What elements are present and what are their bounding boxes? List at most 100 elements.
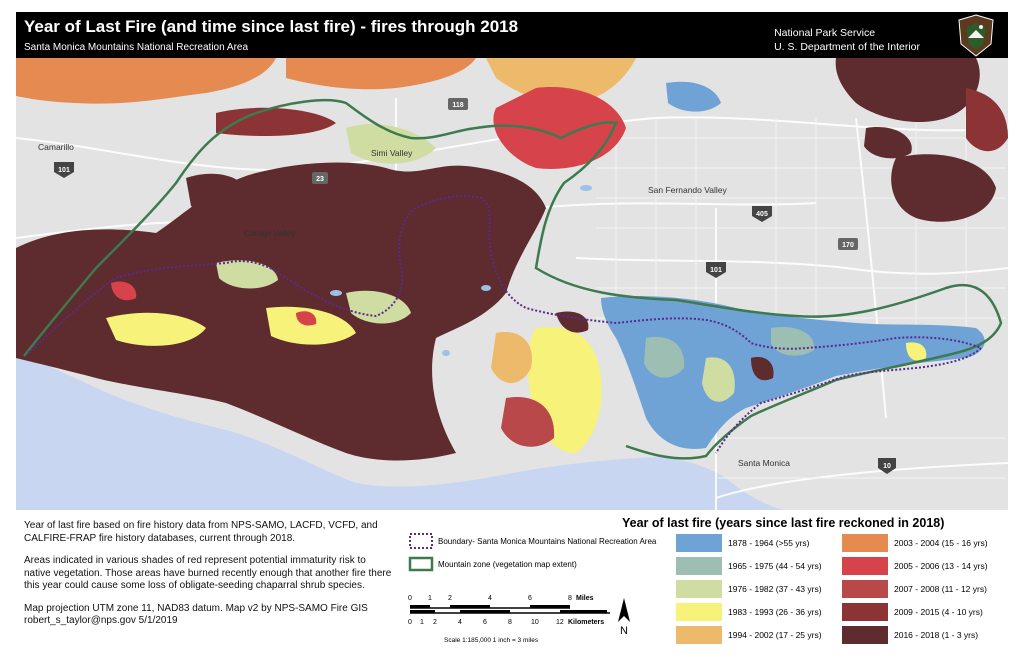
burn-1994-2002-north	[486, 58, 636, 104]
highway-101-east-label: 101	[710, 267, 722, 274]
fire-legend-label: 2016 - 2018 (1 - 3 yrs)	[894, 630, 979, 640]
label-camarillo: Camarillo	[38, 142, 74, 152]
note-data-sources: Year of last fire based on fire history …	[24, 520, 378, 544]
km-unit: Kilometers	[568, 619, 604, 626]
burn-1983-1993-east	[906, 342, 927, 361]
burn-2007-2008-center	[501, 397, 555, 447]
map-header: Year of Last Fire (and time since last f…	[16, 12, 1008, 58]
fire-legend-item: 2003 - 2004 (15 - 16 yrs)	[842, 534, 988, 552]
highway-118-shield: 118	[448, 98, 468, 110]
highway-10-shield: 10	[878, 458, 896, 474]
burn-1965-1975-east	[644, 336, 685, 378]
km-tick-1: 1	[420, 619, 424, 626]
label-simi-valley: Simi Valley	[371, 148, 413, 158]
agency-line-2: U. S. Department of the Interior	[774, 41, 920, 53]
fire-legend-label: 1994 - 2002 (17 - 25 yrs)	[728, 630, 822, 640]
scale-bar: 0 1 2 4 6 8 Miles 0 1 2 4 6 8 10 12 Kilo…	[408, 595, 630, 644]
fire-legend-item: 1965 - 1975 (44 - 54 yrs)	[676, 557, 822, 575]
burn-1878-1964-northeast	[666, 81, 721, 112]
fire-legend-item: 2009 - 2015 (4 - 10 yrs)	[842, 603, 983, 621]
scale-ratio: Scale 1:185,000 1 inch = 3 miles	[444, 637, 539, 644]
burn-1983-1993-west	[106, 312, 206, 346]
fire-legend-label: 2005 - 2006 (13 - 14 yrs)	[894, 561, 988, 571]
north-arrow-icon	[618, 598, 630, 622]
miles-unit: Miles	[576, 595, 594, 602]
fire-legend-swatch	[842, 626, 888, 644]
fire-legend-swatch	[842, 534, 888, 552]
km-tick-10: 10	[531, 619, 539, 626]
agency-text: National Park Service U. S. Department o…	[774, 26, 920, 54]
highway-405-label: 405	[756, 211, 768, 218]
km-tick-6: 6	[483, 619, 487, 626]
burn-1976-1982-east	[702, 357, 735, 402]
fire-legend-item: 1878 - 1964 (>55 yrs)	[676, 534, 810, 552]
fire-legend-title: Year of last fire (years since last fire…	[622, 516, 945, 530]
legend-mountain-label: Mountain zone (vegetation map extent)	[438, 559, 577, 569]
fire-map[interactable]: Simi Valley Camarillo Conejo Valley San …	[16, 58, 1008, 510]
nps-arrowhead-logo	[958, 14, 994, 57]
label-santa-monica: Santa Monica	[738, 458, 790, 468]
burn-1976-1982-center	[346, 290, 411, 324]
fire-legend-swatch	[676, 626, 722, 644]
burn-1983-1993-mid	[266, 306, 356, 345]
mountain-zone-swatch	[408, 556, 434, 572]
burn-2016-2018-east	[891, 154, 996, 222]
mile-tick-4: 4	[488, 595, 492, 602]
highway-101-west-label: 101	[58, 167, 70, 174]
fire-legend-swatch	[676, 580, 722, 598]
fire-legend-swatch	[842, 603, 888, 621]
highway-118-label: 118	[452, 102, 463, 109]
lake-1	[330, 290, 342, 296]
legend-boundary-label: Boundary- Santa Monica Mountains Nationa…	[438, 536, 657, 546]
burn-2003-2004-north-b	[286, 58, 476, 90]
fire-legend-label: 2003 - 2004 (15 - 16 yrs)	[894, 538, 988, 548]
burn-1976-1982-simi	[346, 124, 436, 164]
burn-2016-2018-east-small	[751, 357, 774, 381]
highway-170-label: 170	[842, 242, 854, 249]
km-tick-8: 8	[508, 619, 512, 626]
mile-tick-2: 2	[448, 595, 452, 602]
highway-23-shield: 23	[312, 172, 328, 184]
fire-legend-swatch	[842, 580, 888, 598]
burn-1878-1964-east	[601, 296, 985, 449]
highway-23-label: 23	[316, 176, 324, 183]
fire-legend-item: 2016 - 2018 (1 - 3 yrs)	[842, 626, 978, 644]
mile-tick-0: 0	[408, 595, 412, 602]
note-contact: robert_s_taylor@nps.gov 5/1/2019	[24, 615, 178, 626]
km-tick-0: 0	[408, 619, 412, 626]
burn-2009-2015-north	[216, 107, 336, 136]
boundary-swatch	[409, 533, 433, 549]
highway-170-shield: 170	[838, 238, 858, 250]
km-tick-12: 12	[556, 619, 564, 626]
burn-2005-2006-north	[493, 87, 626, 169]
legend-panel: Year of last fire based on fire history …	[16, 510, 1008, 655]
mile-tick-8: 8	[568, 595, 572, 602]
lake-3	[442, 350, 450, 356]
burn-1994-2002-center	[491, 332, 532, 383]
burn-2009-2015-northeast	[966, 88, 1008, 152]
highway-101-east-shield: 101	[706, 262, 726, 278]
burn-2005-2006-west	[111, 281, 137, 301]
lake-2	[481, 285, 491, 291]
mile-tick-1: 1	[428, 595, 432, 602]
burn-2016-2018-conejo	[316, 204, 381, 251]
burn-2016-2018-northeast	[835, 58, 980, 123]
map-title: Year of Last Fire (and time since last f…	[24, 17, 519, 36]
fire-legend-item: 2007 - 2008 (11 - 12 yrs)	[842, 580, 987, 598]
map-notes: Year of last fire based on fire history …	[24, 520, 394, 628]
mountain-zone-outline	[23, 98, 1003, 460]
label-conejo-valley: Conejo Valley	[244, 228, 297, 238]
fire-legend-label: 2007 - 2008 (11 - 12 yrs)	[894, 584, 987, 594]
lake-4	[580, 185, 592, 191]
fire-legend-label: 1878 - 1964 (>55 yrs)	[728, 538, 810, 548]
map-subtitle: Santa Monica Mountains National Recreati…	[24, 42, 249, 53]
ocean	[16, 356, 786, 510]
burn-2016-2018-east-b	[864, 127, 912, 159]
fire-legend-swatch	[676, 534, 722, 552]
highway-101-west-shield: 101	[54, 162, 74, 178]
note-immaturity-risk: Areas indicated in various shades of red…	[24, 555, 392, 591]
km-tick-4: 4	[458, 619, 462, 626]
recreation-area-boundary	[27, 195, 983, 454]
highway-405-shield: 405	[752, 206, 772, 222]
burn-2016-2018-camarillo	[186, 173, 251, 214]
